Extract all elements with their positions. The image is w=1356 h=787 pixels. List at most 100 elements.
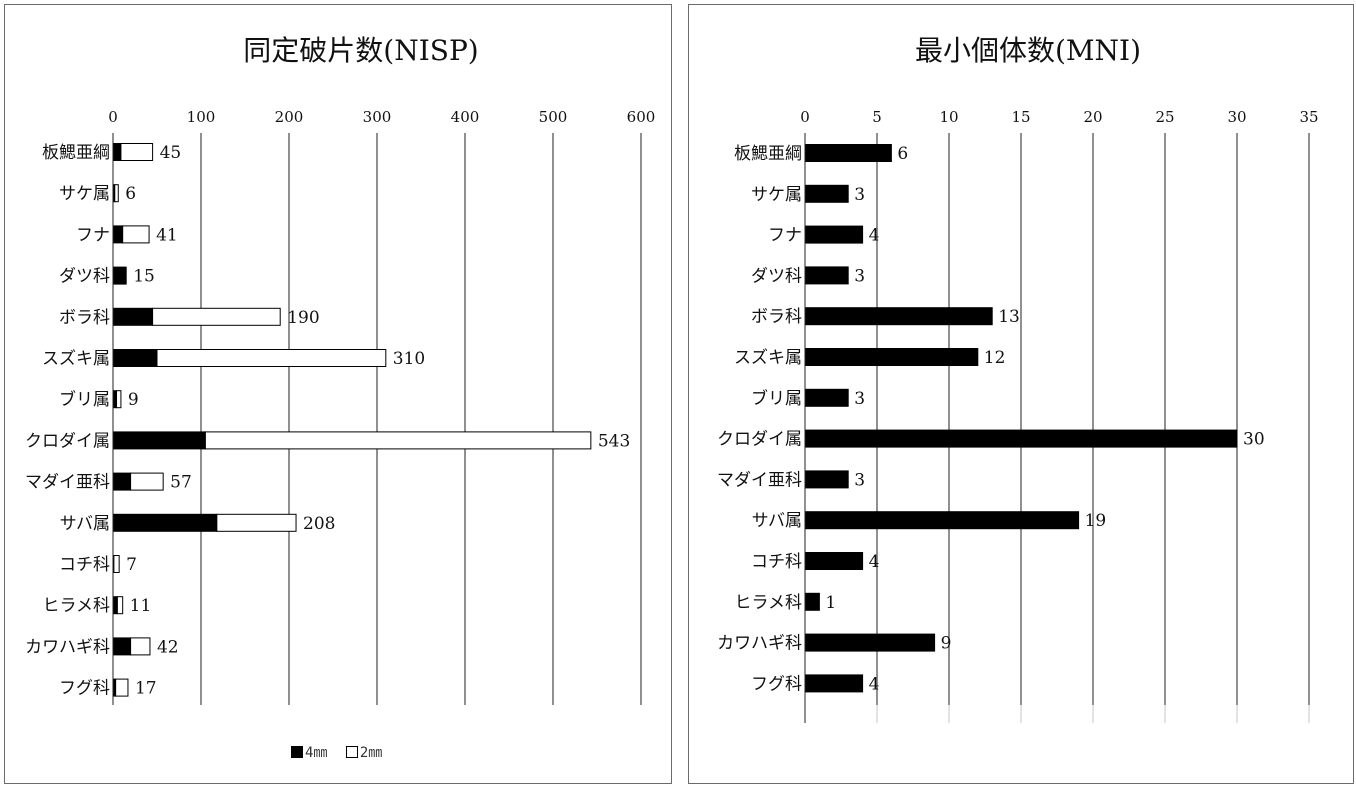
x-tick-label: 400 — [451, 108, 480, 126]
data-label: 19 — [1085, 511, 1107, 531]
bar-segment-solid — [804, 429, 1238, 448]
x-tick-label: 100 — [187, 108, 216, 126]
category-label: サバ属 — [752, 511, 802, 531]
x-tick-label: 30 — [1227, 108, 1246, 126]
x-tick-label: 0 — [800, 108, 810, 126]
data-label: 3 — [854, 470, 865, 490]
bar-segment-solid — [804, 674, 864, 693]
data-label: 15 — [133, 267, 155, 287]
bar-segment-solid — [112, 266, 127, 285]
bar-segment-hollow — [156, 349, 387, 367]
data-label: 208 — [303, 514, 335, 534]
legend-swatch-solid — [291, 746, 303, 758]
bar-segment-hollow — [216, 513, 297, 532]
bar-segment-solid — [804, 266, 849, 285]
bar-segment-solid — [112, 143, 122, 161]
data-label: 310 — [393, 349, 425, 369]
x-tick-label: 35 — [1299, 108, 1318, 126]
bar-segment-hollow — [116, 596, 124, 615]
data-label: 7 — [126, 555, 137, 575]
category-label: カワハギ科 — [717, 634, 802, 654]
category-label: フナ — [768, 226, 802, 246]
chart-title: 最小個体数(MNI) — [915, 34, 1141, 67]
bar-segment-solid — [804, 348, 979, 366]
category-label: コチ科 — [751, 552, 802, 572]
nisp-chart: 同定破片数(NISP) 0 100 200 300 400 500 600 板鰓亜綱 45 サケ属 6… — [25, 34, 655, 705]
nisp-chart-panel: 同定破片数(NISP) 0 100 200 300 400 500 600 板鰓亜綱 45 サケ属 6… — [4, 4, 672, 784]
bar-segment-solid — [804, 470, 849, 489]
category-label: ブリ属 — [751, 388, 802, 409]
category-label: ボラ科 — [59, 308, 110, 328]
category-label: コチ科 — [59, 555, 110, 575]
legend-swatch-hollow — [345, 746, 358, 758]
bar-segment-solid — [804, 144, 892, 162]
category-label: クロダイ属 — [25, 431, 110, 451]
bar-segment-hollow — [120, 143, 154, 161]
category-label: カワハギ科 — [25, 637, 110, 657]
bar-segment-solid — [804, 307, 993, 326]
bar-segment-solid — [804, 225, 864, 244]
data-label: 11 — [130, 596, 152, 616]
category-label: サケ属 — [751, 185, 802, 205]
data-label: 41 — [156, 225, 178, 245]
bar-segment-hollow — [152, 307, 281, 326]
legend-item-2mm: 2㎜ — [345, 745, 383, 761]
bar-segment-hollow — [114, 184, 119, 203]
category-label: マダイ亜科 — [717, 470, 802, 490]
bar-segment-solid — [112, 637, 132, 656]
category-label: ダツ科 — [751, 266, 802, 286]
data-label: 543 — [598, 431, 630, 451]
bar-segment-solid — [804, 552, 864, 570]
category-label: ヒラメ科 — [735, 593, 803, 613]
x-tick-label: 20 — [1083, 108, 1102, 126]
bar-segment-hollow — [116, 390, 122, 409]
data-label: 190 — [287, 308, 319, 328]
bar-segment-solid — [112, 596, 118, 615]
category-label: フナ — [76, 225, 110, 245]
legend-item-4mm: 4㎜ — [291, 745, 327, 761]
legend-label-4mm: 4㎜ — [305, 745, 328, 761]
x-tick-label: 10 — [939, 108, 958, 126]
bar-segment-solid — [804, 184, 849, 203]
data-label: 4 — [869, 552, 880, 572]
x-tick-label: 25 — [1155, 108, 1174, 126]
legend-label-2mm: 2㎜ — [359, 745, 383, 761]
category-label: スズキ属 — [734, 348, 802, 368]
x-tick-label: 200 — [275, 108, 304, 126]
bar-segment-solid — [804, 592, 820, 611]
category-label: サバ属 — [60, 514, 110, 534]
data-label: 4 — [869, 226, 880, 246]
bar-segment-solid — [804, 633, 936, 652]
bar-segment-solid — [112, 349, 158, 367]
data-label: 12 — [984, 348, 1006, 368]
category-label: 板鰓亜綱 — [734, 144, 802, 164]
bar-segment-solid — [112, 307, 154, 326]
x-tick-label: 300 — [363, 108, 392, 126]
data-label: 13 — [998, 307, 1020, 327]
category-label: ブリ属 — [59, 389, 110, 410]
category-label: フグ科 — [59, 679, 110, 699]
data-label: 3 — [854, 185, 865, 205]
category-label: 板鰓亜綱 — [42, 143, 110, 163]
bar-segment-hollow — [130, 637, 151, 656]
data-label: 6 — [897, 144, 908, 164]
x-tick-label: 15 — [1011, 108, 1030, 126]
x-tick-label: 500 — [539, 108, 568, 126]
bar-segment-solid — [112, 431, 206, 450]
bar-segment-solid — [112, 472, 132, 491]
category-label: ヒラメ科 — [43, 596, 111, 616]
category-label: ボラ科 — [751, 307, 802, 327]
bar-segment-hollow — [113, 555, 120, 573]
bar-segment-solid — [804, 511, 1080, 530]
data-label: 17 — [135, 679, 157, 699]
data-label: 3 — [854, 266, 865, 286]
category-label: スズキ属 — [42, 349, 110, 369]
bar-segment-solid — [112, 513, 218, 532]
bar-segment-solid — [112, 225, 124, 244]
category-label: サケ属 — [59, 184, 110, 204]
bar-segment-hollow — [130, 472, 164, 491]
category-label: クロダイ属 — [717, 430, 802, 450]
data-label: 1 — [825, 593, 836, 613]
bar-segment-hollow — [204, 431, 592, 450]
bar-segment-solid — [804, 388, 849, 407]
